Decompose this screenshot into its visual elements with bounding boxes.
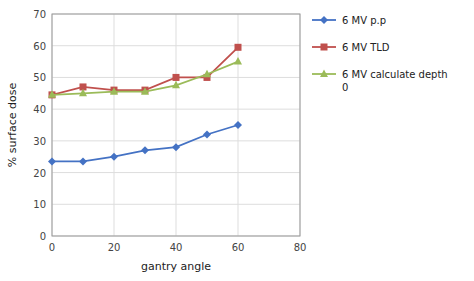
legend-item: 6 MV TLD [312, 42, 390, 53]
legend-item: 6 MV p.p [312, 15, 386, 26]
point [110, 87, 118, 95]
legend-label: 6 MV calculate depth0 [342, 69, 448, 93]
grid [52, 14, 300, 236]
series-line [52, 62, 238, 95]
point [235, 44, 242, 51]
point [203, 131, 211, 139]
x-tick-label: 80 [294, 242, 307, 253]
x-grid-line [176, 14, 177, 236]
series-group [48, 44, 242, 166]
point [141, 87, 149, 95]
y-axis-label: % surface dose [6, 83, 19, 168]
point [172, 81, 180, 89]
x-axis-label: gantry angle [141, 260, 211, 273]
x-tick-label: 40 [170, 242, 183, 253]
series-line [52, 125, 238, 161]
legend-marker [320, 70, 328, 78]
chart: 0 10 20 30 40 50 60 70 0 20 40 60 80 gantry angle % su… [0, 0, 474, 281]
y-tick-label: 40 [33, 104, 46, 115]
x-grid-line [114, 14, 115, 236]
y-tick-label: 20 [33, 168, 46, 179]
plot-frame [52, 14, 300, 236]
point [173, 74, 180, 81]
point [141, 146, 149, 154]
point [234, 57, 242, 64]
legend-label: 6 MV TLD [342, 42, 390, 53]
x-tick-label: 20 [108, 242, 121, 253]
point [48, 157, 56, 165]
point [172, 143, 180, 151]
y-tick-label: 70 [33, 9, 46, 20]
x-tick-label: 60 [232, 242, 245, 253]
legend-label: 6 MV p.p [342, 15, 386, 26]
point [79, 89, 87, 97]
legend: 6 MV p.p 6 MV TLD 6 MV calculate depth0 [312, 15, 448, 93]
x-tick-label: 0 [49, 242, 55, 253]
y-tick-label: 0 [40, 231, 46, 242]
point [48, 90, 56, 98]
y-tick-label: 50 [33, 72, 46, 83]
point [203, 70, 211, 78]
legend-marker [321, 44, 328, 51]
y-tick-label: 30 [33, 136, 46, 147]
point [110, 153, 118, 161]
point [234, 121, 242, 129]
series-line [52, 47, 238, 95]
y-tick-label: 10 [33, 199, 46, 210]
point [79, 157, 87, 165]
y-tick-label: 60 [33, 41, 46, 52]
legend-item: 6 MV calculate depth0 [312, 69, 448, 93]
legend-marker [320, 16, 328, 24]
